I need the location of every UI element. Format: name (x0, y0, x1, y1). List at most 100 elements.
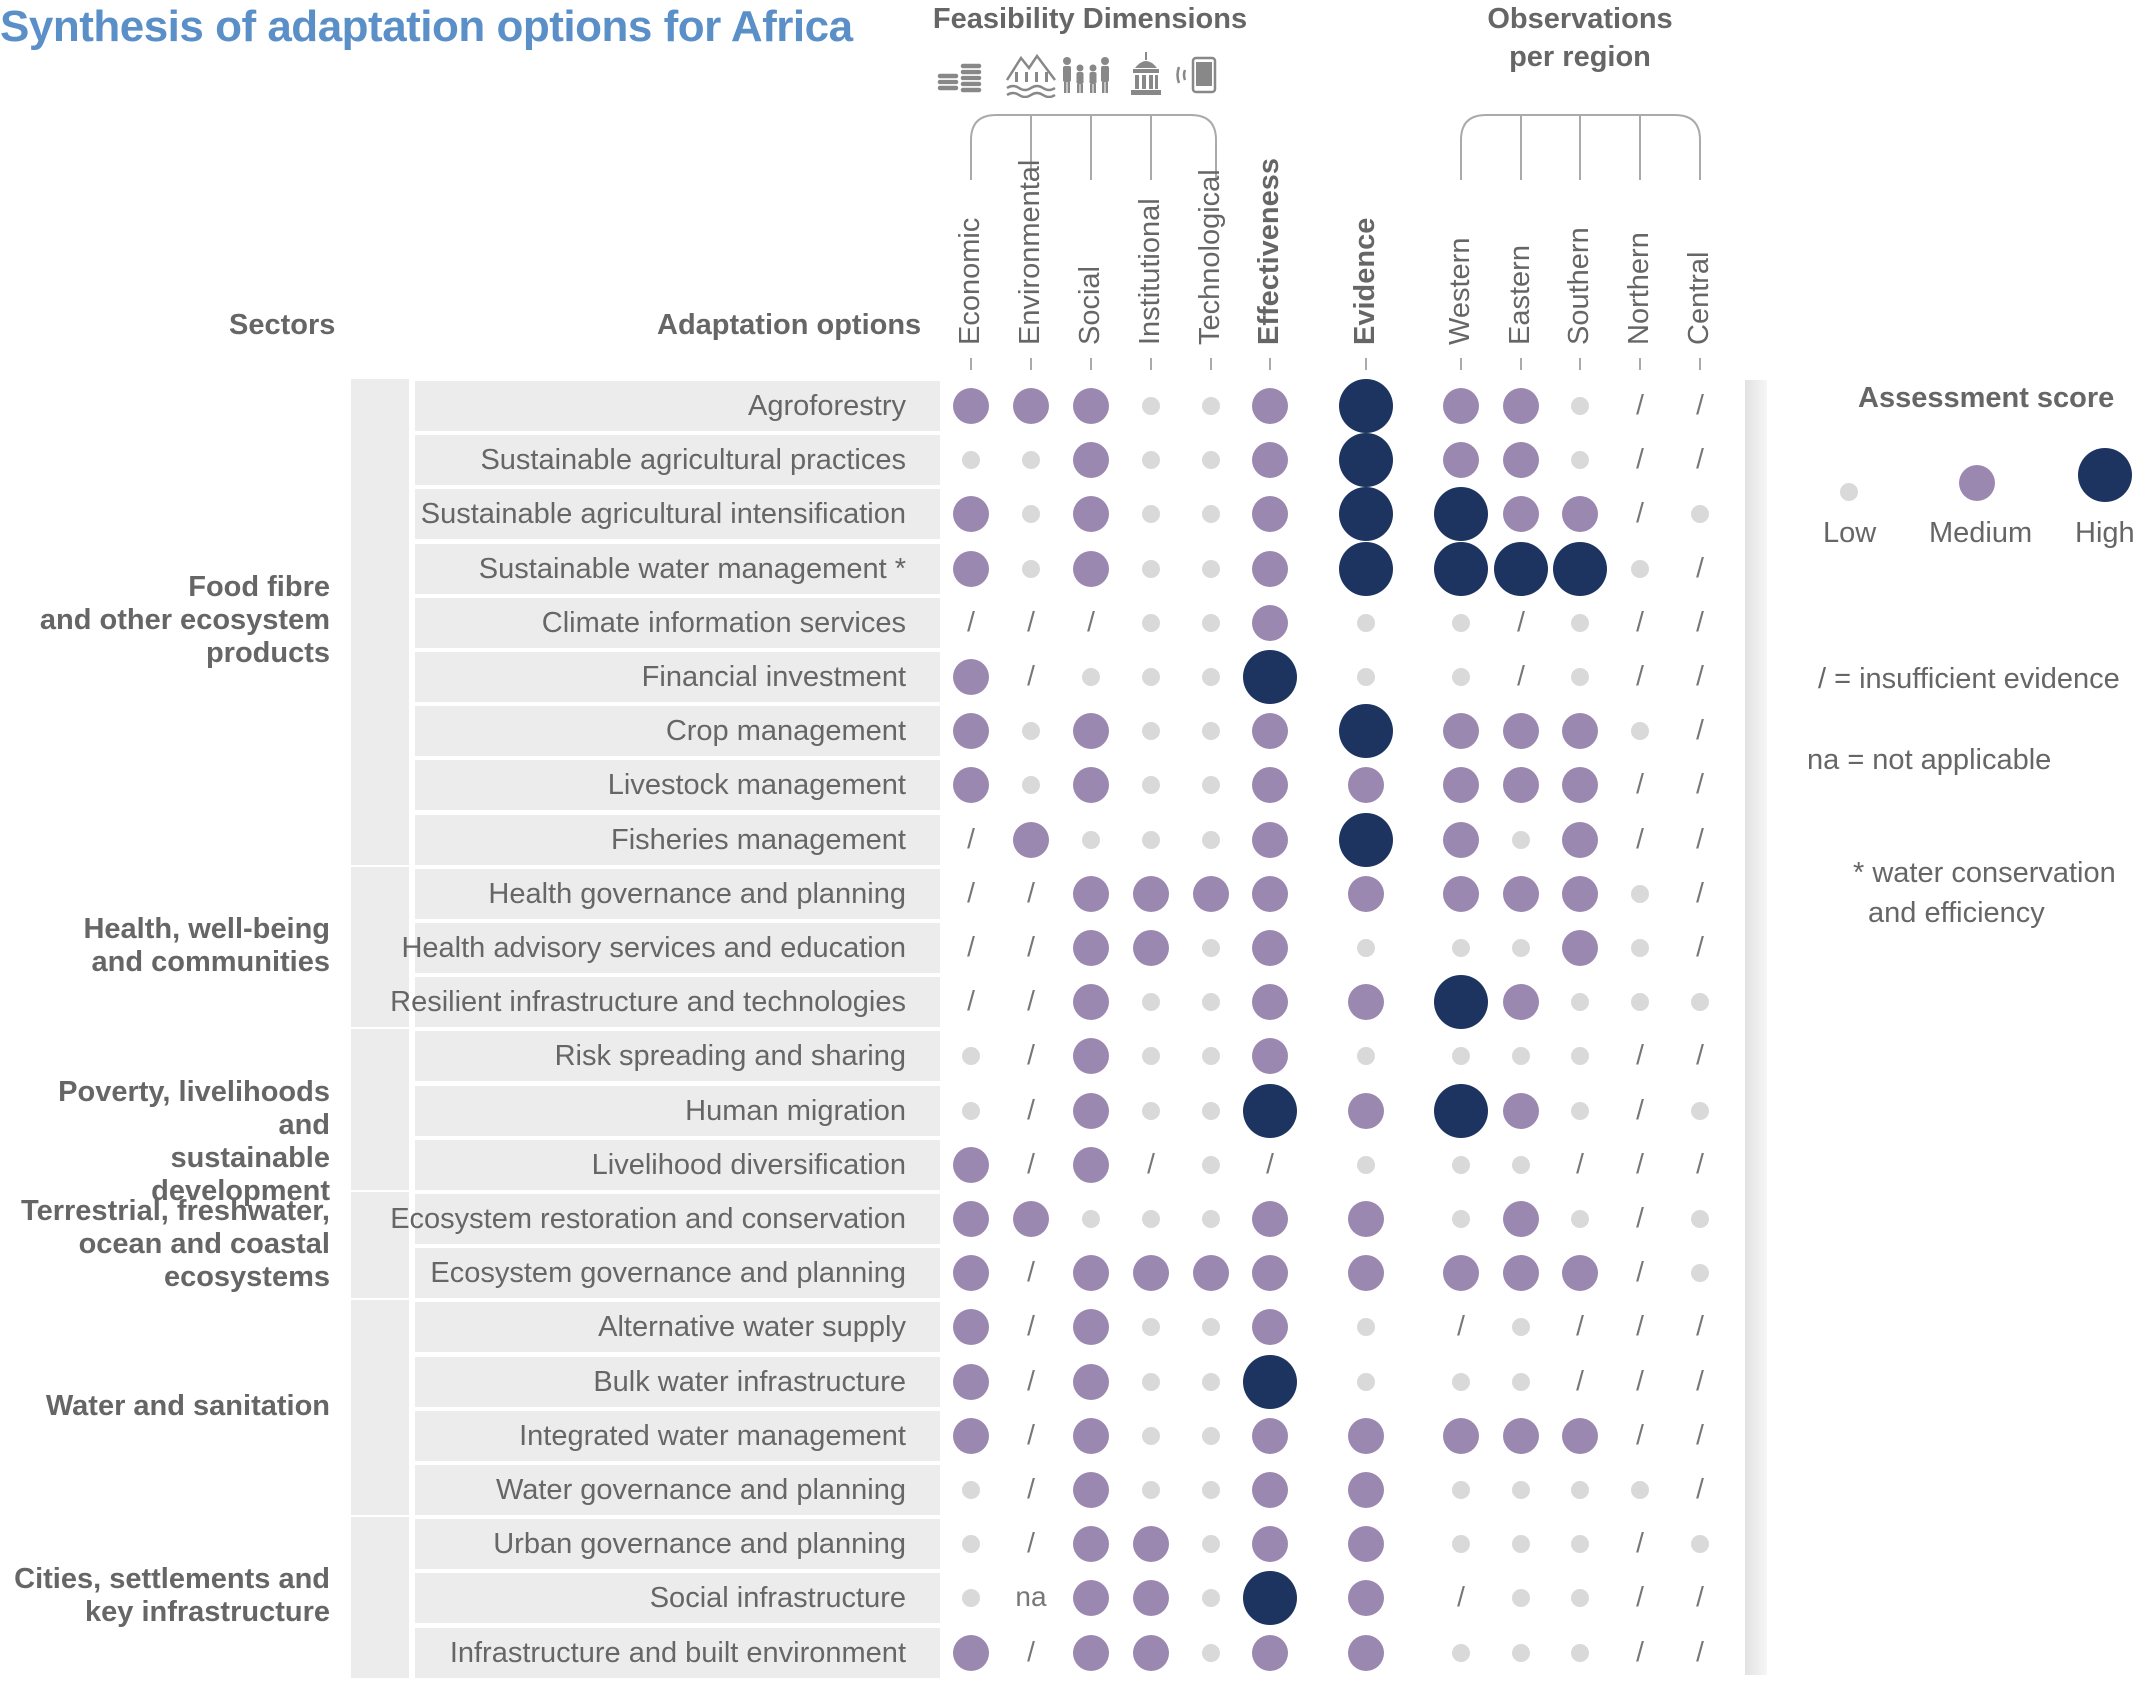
score-dot-medium (953, 1363, 989, 1400)
score-dot-medium (953, 1309, 989, 1346)
score-dot-low (1022, 505, 1040, 524)
sector-label-line: ocean and coastal (78, 1227, 330, 1260)
score-insufficient-evidence: / (1457, 1581, 1465, 1613)
score-insufficient-evidence: / (1457, 1310, 1465, 1342)
column-tick (1579, 358, 1581, 370)
score-insufficient-evidence: / (1636, 1635, 1644, 1667)
score-dot-low (1357, 1318, 1375, 1337)
score-insufficient-evidence: / (1636, 1310, 1644, 1342)
score-dot-low (1571, 1643, 1589, 1662)
score-dot-low (1452, 613, 1470, 632)
score-dot-low (1202, 830, 1220, 849)
score-dot-medium (1073, 1634, 1109, 1671)
score-dot-low (1571, 1210, 1589, 1228)
score-dot-high (1434, 1083, 1488, 1138)
score-dot-high (1339, 487, 1393, 542)
sector-label-line: Health, well-being (83, 913, 330, 945)
score-dot-low (1022, 722, 1040, 741)
coins-icon (936, 62, 983, 94)
score-dot-low (1142, 505, 1160, 524)
score-dot-low (1202, 613, 1220, 632)
score-dot-medium (1443, 713, 1479, 750)
score-insufficient-evidence: / (1696, 1147, 1704, 1179)
score-insufficient-evidence: / (1636, 605, 1644, 637)
score-dot-low (1202, 1210, 1220, 1228)
score-dot-low (1691, 1210, 1709, 1228)
score-insufficient-evidence: / (1027, 605, 1035, 637)
people-icon (1063, 57, 1109, 93)
score-dot-low (1142, 1372, 1160, 1391)
score-dot-high (1243, 1354, 1297, 1409)
sector-label: Food fibre and other ecosystem products (0, 571, 330, 670)
adaptation-option-label: Sustainable water management * (478, 552, 906, 585)
score-dot-low (1512, 1318, 1530, 1337)
legend-insufficient-evidence: / = insufficient evidence (1818, 663, 2120, 695)
adaptation-option-label: Alternative water supply (598, 1311, 906, 1344)
adaptation-option-label: Social infrastructure (649, 1582, 906, 1615)
row-label-background (415, 1031, 940, 1082)
score-insufficient-evidence: / (1696, 1635, 1704, 1667)
adaptation-option-label: Urban governance and planning (493, 1528, 906, 1561)
score-insufficient-evidence: / (1696, 1418, 1704, 1450)
score-dot-high (1434, 975, 1488, 1030)
column-tick (1460, 358, 1462, 370)
score-dot-medium (1562, 713, 1598, 750)
score-dot-medium (1252, 550, 1288, 587)
score-dot-low (1022, 559, 1040, 578)
score-dot-low (1202, 1426, 1220, 1445)
score-dot-low (1202, 1535, 1220, 1554)
column-header-institutional: Institutional (1134, 198, 1166, 345)
score-dot-medium (1503, 442, 1539, 479)
score-dot-low (1512, 1589, 1530, 1608)
score-dot-medium (1562, 875, 1598, 912)
adaptation-option-label: Bulk water infrastructure (593, 1365, 906, 1398)
score-dot-medium (1252, 1526, 1288, 1563)
score-dot-low (1691, 1264, 1709, 1283)
score-dot-medium (1073, 767, 1109, 804)
row-label-background (415, 1302, 940, 1353)
score-dot-medium (953, 550, 989, 587)
column-tick (1365, 358, 1367, 370)
score-dot-medium (1562, 767, 1598, 804)
adaptation-options-header: Adaptation options (657, 309, 922, 341)
score-dot-medium (1013, 1201, 1049, 1237)
score-dot-low (1202, 776, 1220, 795)
score-insufficient-evidence: / (1696, 389, 1704, 420)
score-dot-low (1202, 939, 1220, 957)
sector-label-line: Terrestrial, freshwater, (21, 1194, 330, 1227)
score-insufficient-evidence: / (1087, 605, 1095, 637)
score-dot-low (1142, 451, 1160, 470)
row-label-background (415, 1573, 940, 1624)
score-insufficient-evidence: / (1517, 605, 1525, 637)
score-dot-low (1142, 559, 1160, 578)
score-dot-medium (1503, 388, 1539, 424)
score-dot-low (1142, 1047, 1160, 1066)
score-dot-medium (1348, 1201, 1384, 1237)
row-label-background (415, 1085, 940, 1136)
adaptation-option-label: Infrastructure and built environment (449, 1636, 906, 1669)
score-insufficient-evidence: / (1696, 551, 1704, 583)
score-dot-low (1512, 1155, 1530, 1174)
score-insufficient-evidence: / (1696, 1039, 1704, 1071)
score-dot-medium (1073, 550, 1109, 587)
row-label-background (415, 489, 940, 540)
mobile-phone-icon (1176, 56, 1217, 94)
score-dot-medium (1252, 767, 1288, 804)
row-label-background (415, 706, 940, 757)
row-label-background (415, 868, 940, 919)
score-dot-medium (953, 1146, 989, 1183)
score-dot-low (1631, 1481, 1649, 1499)
column-tick (1150, 358, 1152, 370)
column-tick (970, 358, 972, 370)
score-insufficient-evidence: / (1636, 768, 1644, 800)
score-insufficient-evidence: / (1696, 660, 1704, 691)
score-dot-medium (1443, 821, 1479, 858)
score-dot-high (1494, 541, 1548, 596)
score-dot-medium (1348, 1580, 1384, 1617)
score-dot-high (1339, 433, 1393, 488)
score-dot-medium (1348, 1526, 1384, 1563)
score-insufficient-evidence: / (1576, 1147, 1584, 1179)
adaptation-option-label: Agroforestry (748, 390, 906, 422)
column-tick (1030, 358, 1032, 370)
